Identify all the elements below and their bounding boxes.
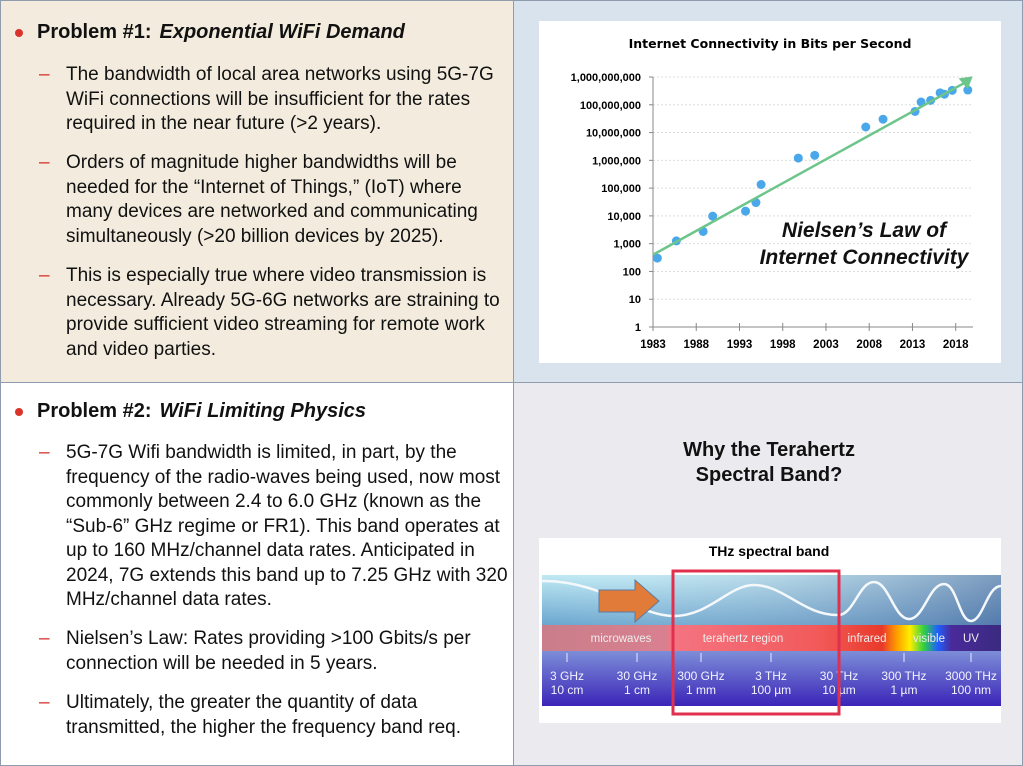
terahertz-highlight-box [671, 569, 841, 716]
spectrum-tick-label: 30 GHz [617, 669, 658, 683]
y-tick-label: 10,000 [607, 211, 641, 223]
chart-title: Internet Connectivity in Bits per Second [629, 36, 912, 51]
problem2-panel: Problem #2: WiFi Limiting Physics –5G-7G … [0, 382, 514, 766]
spectrum-tick-label: 3 THz [755, 669, 787, 683]
y-tick-label: 100,000 [601, 183, 641, 195]
y-tick-label: 100,000,000 [580, 100, 641, 112]
y-tick-label: 10 [629, 294, 641, 306]
dash-icon: – [39, 265, 50, 286]
spectrum-tick-label: 3 GHz [550, 669, 584, 683]
y-tick-label: 1 [635, 322, 641, 334]
bullet-icon [15, 407, 23, 416]
x-tick-label: 1988 [683, 339, 709, 351]
dash-icon: – [39, 442, 50, 463]
bullet-item: – Nielsen’s Law: Rates providing >100 Gbi… [39, 627, 509, 676]
bullet-item: – Ultimately, the greater the quantity of… [39, 691, 509, 740]
dash-icon: – [39, 64, 50, 85]
region-uv: UV [963, 633, 979, 645]
spectrum-figure: THz spectral band microwaves terahertz r… [539, 538, 1002, 723]
spectrum-tick-label: 1 mm [686, 683, 716, 697]
x-tick-label: 2013 [900, 339, 926, 351]
data-point [793, 153, 803, 163]
data-point [878, 114, 888, 124]
problem-title: WiFi Limiting Physics [159, 400, 366, 422]
bullet-item: – Orders of magnitude higher bandwidths w… [39, 151, 509, 249]
spectrum-tick-label: 10 cm [551, 683, 584, 697]
spectrum-tick-label: 300 GHz [677, 669, 724, 683]
bullet-text: 5G-7G Wifi bandwidth is limited, in part… [66, 442, 508, 610]
spectrum-tick-label: 1 cm [624, 683, 650, 697]
problem2-heading: Problem #2: WiFi Limiting Physics [15, 400, 366, 423]
bullet-text: Orders of magnitude higher bandwidths wi… [66, 152, 478, 247]
bullet-text: The bandwidth of local area networks usi… [66, 64, 494, 134]
bullet-item: – This is especially true where video tra… [39, 264, 509, 362]
region-visible: visible [913, 633, 945, 645]
data-point [708, 211, 718, 221]
data-point [741, 206, 751, 216]
bullet-item: –5G-7G Wifi bandwidth is limited, in par… [39, 441, 509, 613]
bullet-text: This is especially true where video tran… [66, 265, 500, 360]
bullet-text: Nielsen’s Law: Rates providing >100 Gbit… [66, 628, 471, 674]
problem-label: Problem #1: [37, 21, 152, 43]
trend-arrow-icon [958, 76, 973, 90]
x-tick-label: 1998 [770, 339, 796, 351]
bullet-item: – The bandwidth of local area networks us… [39, 63, 509, 137]
trend-line [652, 82, 965, 256]
dash-icon: – [39, 692, 50, 713]
arrow-icon [598, 578, 660, 624]
data-point [861, 122, 871, 132]
spectrum-tick-label: 100 µm [751, 683, 791, 697]
spectrum-panel: Why the Terahertz Spectral Band? THz spe… [513, 382, 1023, 766]
spectrum-tick-label: 1 µm [891, 683, 918, 697]
y-tick-label: 100 [623, 266, 641, 278]
y-tick-label: 1,000,000 [592, 155, 641, 167]
problem-label: Problem #2: [37, 400, 152, 422]
dash-icon: – [39, 152, 50, 173]
x-tick-label: 2008 [856, 339, 882, 351]
data-point [652, 253, 662, 263]
x-tick-label: 1983 [640, 339, 666, 351]
chart-panel: Internet Connectivity in Bits per Second… [513, 0, 1023, 383]
problem1-heading: Problem #1: Exponential WiFi Demand [15, 21, 405, 44]
y-tick-label: 10,000,000 [586, 128, 641, 140]
x-tick-label: 1993 [727, 339, 753, 351]
spectrum-tick-label: 100 nm [951, 683, 991, 697]
y-tick-label: 1,000,000,000 [571, 72, 641, 84]
data-point [756, 180, 766, 189]
chart-annotation: Internet Connectivity [760, 246, 970, 269]
spectrum-heading: Why the Terahertz Spectral Band? [683, 439, 855, 486]
bullet-text: Ultimately, the greater the quantity of … [66, 692, 462, 738]
data-point [810, 150, 820, 160]
spectrum-tick-label: 3000 THz [945, 669, 997, 683]
bullet-icon [15, 28, 23, 37]
x-tick-label: 2018 [943, 339, 969, 351]
nielsen-chart: Internet Connectivity in Bits per Second… [571, 36, 973, 351]
y-tick-label: 1,000 [613, 239, 641, 251]
spectrum-title: THz spectral band [709, 543, 830, 559]
problem-title: Exponential WiFi Demand [159, 21, 405, 43]
chart-container: Internet Connectivity in Bits per Second… [539, 21, 1001, 363]
region-infrared: infrared [848, 633, 887, 645]
spectrum-tick-label: 300 THz [881, 669, 926, 683]
data-point [963, 85, 973, 95]
region-microwaves: microwaves [591, 633, 652, 645]
dash-icon: – [39, 628, 50, 649]
chart-annotation: Nielsen’s Law of [782, 219, 948, 242]
problem1-panel: Problem #1: Exponential WiFi Demand – The … [0, 0, 514, 383]
region-terahertz: terahertz region [703, 633, 784, 645]
x-tick-label: 2003 [813, 339, 839, 351]
